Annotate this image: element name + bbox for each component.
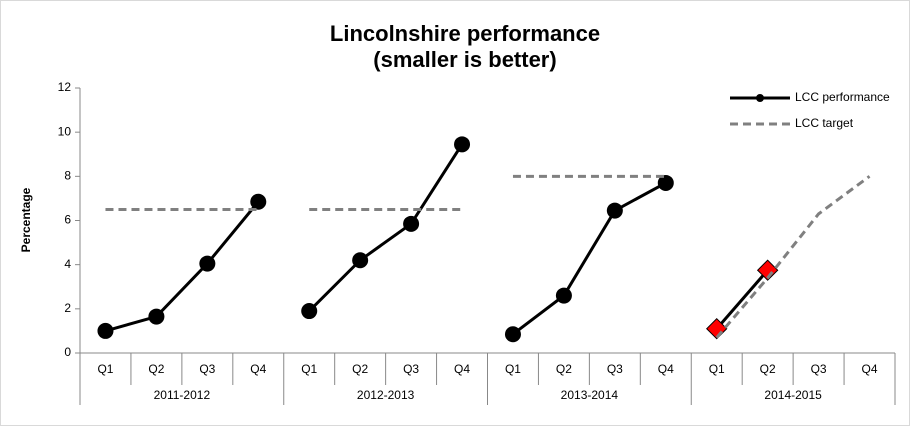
x-tick-label: Q4 <box>862 362 878 376</box>
x-tick-label: Q1 <box>301 362 317 376</box>
point <box>97 322 114 339</box>
x-tick-label: Q2 <box>352 362 368 376</box>
x-tick-label: Q2 <box>148 362 164 376</box>
series-line <box>105 200 260 333</box>
point <box>301 303 318 320</box>
y-tick-label: 4 <box>64 257 71 271</box>
x-tick-label: Q1 <box>505 362 521 376</box>
y-tick-label: 8 <box>64 169 71 183</box>
x-tick-label: Q2 <box>760 362 776 376</box>
point <box>555 287 572 304</box>
group-label: 2012-2013 <box>357 388 415 402</box>
point <box>148 308 165 325</box>
x-tick-label: Q3 <box>199 362 215 376</box>
y-tick-label: 0 <box>64 345 71 359</box>
point <box>454 136 471 153</box>
x-tick-label: Q1 <box>97 362 113 376</box>
legend-label: LCC performance <box>795 90 890 104</box>
chart-title: (smaller is better) <box>373 47 556 72</box>
y-tick-label: 12 <box>58 80 72 94</box>
series-line <box>715 175 871 339</box>
point <box>606 202 623 219</box>
group-label: 2013-2014 <box>561 388 619 402</box>
x-tick-label: Q3 <box>811 362 827 376</box>
x-tick-label: Q3 <box>607 362 623 376</box>
y-tick-label: 2 <box>64 301 71 315</box>
legend-label: LCC target <box>795 116 854 130</box>
chart-title: Lincolnshire performance <box>330 21 600 46</box>
legend-marker <box>756 94 764 102</box>
point <box>352 252 369 269</box>
point <box>403 215 420 232</box>
group-label: 2011-2012 <box>154 388 211 402</box>
y-tick-label: 6 <box>64 213 71 227</box>
y-tick-label: 10 <box>58 124 72 138</box>
x-tick-label: Q1 <box>709 362 725 376</box>
series-line <box>512 181 667 336</box>
series-line <box>715 269 769 330</box>
point <box>657 174 674 191</box>
x-tick-label: Q3 <box>403 362 419 376</box>
point <box>250 193 267 210</box>
y-axis-label: Percentage <box>19 187 33 252</box>
point <box>504 326 521 343</box>
x-tick-label: Q2 <box>556 362 572 376</box>
x-tick-label: Q4 <box>658 362 674 376</box>
point <box>756 259 779 281</box>
x-tick-label: Q4 <box>454 362 470 376</box>
point <box>199 255 216 272</box>
x-tick-label: Q4 <box>250 362 266 376</box>
group-label: 2014-2015 <box>764 388 822 402</box>
series-line <box>308 143 464 313</box>
